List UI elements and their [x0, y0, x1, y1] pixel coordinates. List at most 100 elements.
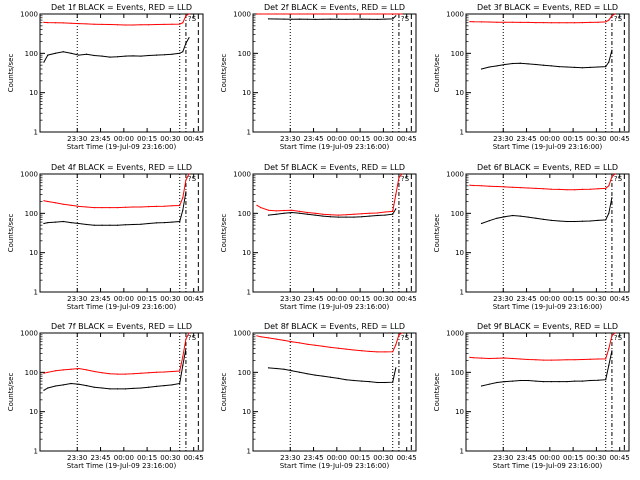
- data-point-lld: [398, 334, 400, 336]
- data-point-events: [581, 67, 584, 69]
- data-point-events: [543, 64, 545, 66]
- data-point-lld: [519, 187, 521, 189]
- y-tick-label: 1000: [20, 11, 38, 19]
- x-tick-label: 00:15: [563, 454, 583, 462]
- data-point-events: [148, 222, 150, 225]
- x-tick-label: 23:45: [90, 135, 110, 143]
- data-point-lld: [256, 204, 258, 206]
- x-tick-label: 00:00: [540, 135, 560, 143]
- series-lld: [43, 13, 190, 26]
- data-point-events: [140, 223, 142, 225]
- data-point-events: [527, 63, 529, 65]
- data-point-lld: [550, 359, 553, 361]
- data-point-events: [574, 380, 576, 382]
- y-tick-label: 1: [34, 448, 38, 456]
- data-point-events: [86, 53, 88, 55]
- data-point-events: [140, 55, 142, 57]
- data-point-events: [163, 385, 165, 387]
- data-point-events: [47, 54, 49, 56]
- data-point-lld: [179, 23, 181, 25]
- y-tick-label: 10: [455, 89, 464, 97]
- y-tick-label: 1000: [446, 171, 464, 179]
- data-point-events: [605, 219, 607, 221]
- data-point-lld: [337, 214, 339, 216]
- data-point-events: [519, 215, 521, 217]
- data-point-lld: [86, 23, 88, 25]
- y-tick-label: 1000: [20, 330, 38, 338]
- data-point-lld: [337, 347, 339, 349]
- x-tick-label: 23:30: [493, 295, 513, 303]
- y-tick-label: 100: [238, 50, 251, 58]
- data-point-events: [597, 219, 599, 221]
- data-point-lld: [401, 332, 403, 334]
- data-point-events: [353, 18, 355, 20]
- data-point-events: [589, 66, 591, 68]
- data-point-lld: [566, 22, 568, 24]
- data-point-events: [392, 381, 394, 383]
- x-tick-label: 23:30: [67, 454, 87, 462]
- data-point-lld: [62, 369, 64, 371]
- series-lld: [469, 332, 616, 361]
- data-point-lld: [368, 212, 370, 214]
- data-point-lld: [291, 209, 293, 211]
- series-events: [43, 37, 190, 63]
- data-point-lld: [47, 371, 49, 373]
- data-point-events: [608, 364, 610, 366]
- data-point-lld: [124, 24, 126, 26]
- data-point-events: [605, 379, 607, 381]
- data-point-events: [511, 214, 514, 217]
- data-point-lld: [299, 13, 301, 15]
- data-point-events: [384, 381, 386, 384]
- data-point-events: [185, 191, 187, 193]
- data-point-events: [47, 387, 49, 389]
- x-tick-label: 00:45: [397, 295, 417, 303]
- data-point-lld: [140, 24, 142, 26]
- y-tick-label: 1000: [233, 11, 251, 19]
- x-tick-label: 23:30: [280, 295, 300, 303]
- series-lld: [469, 13, 616, 24]
- data-point-events: [93, 54, 95, 57]
- marker-annotation: ?S: [401, 15, 410, 23]
- panel-title: Det 3f BLACK = Events, RED = LLD: [477, 3, 618, 12]
- data-point-events: [62, 220, 64, 223]
- data-point-lld: [322, 345, 324, 347]
- data-point-events: [496, 381, 498, 384]
- data-point-lld: [124, 373, 126, 375]
- x-tick-label: 00:30: [373, 295, 393, 303]
- x-tick-label: 00:45: [610, 454, 630, 462]
- data-point-lld: [78, 367, 80, 370]
- data-point-events: [550, 381, 553, 383]
- data-point-events: [267, 18, 270, 20]
- data-point-events: [306, 373, 308, 375]
- panel-det-5: Det 5f BLACK = Events, RED = LLD 1 10 100 10…: [220, 163, 417, 311]
- data-point-lld: [260, 13, 262, 15]
- data-point-events: [155, 222, 157, 224]
- data-point-events: [504, 216, 506, 218]
- series-events: [268, 367, 397, 383]
- series-lld: [469, 173, 616, 191]
- data-point-events: [535, 217, 537, 219]
- data-point-lld: [392, 210, 394, 212]
- data-point-events: [368, 18, 370, 20]
- data-point-lld: [188, 332, 190, 334]
- data-point-events: [384, 18, 386, 20]
- panel-title: Det 7f BLACK = Events, RED = LLD: [51, 322, 192, 331]
- y-axis-label: Counts/sec: [433, 214, 441, 253]
- x-tick-label: 23:30: [67, 135, 87, 143]
- data-point-events: [527, 379, 529, 382]
- data-point-events: [299, 212, 301, 214]
- data-point-lld: [267, 209, 270, 211]
- data-point-lld: [608, 19, 610, 21]
- data-point-lld: [275, 338, 277, 340]
- y-tick-label: 100: [451, 50, 464, 58]
- data-point-lld: [480, 357, 483, 359]
- x-tick-label: 23:45: [516, 454, 536, 462]
- marker-annotation: ?S: [614, 15, 623, 23]
- x-tick-label: 23:45: [90, 454, 110, 462]
- data-point-lld: [171, 23, 173, 25]
- data-point-events: [163, 54, 165, 56]
- data-point-events: [574, 220, 576, 223]
- data-point-lld: [314, 344, 316, 346]
- data-point-events: [43, 222, 45, 225]
- data-point-lld: [496, 185, 498, 188]
